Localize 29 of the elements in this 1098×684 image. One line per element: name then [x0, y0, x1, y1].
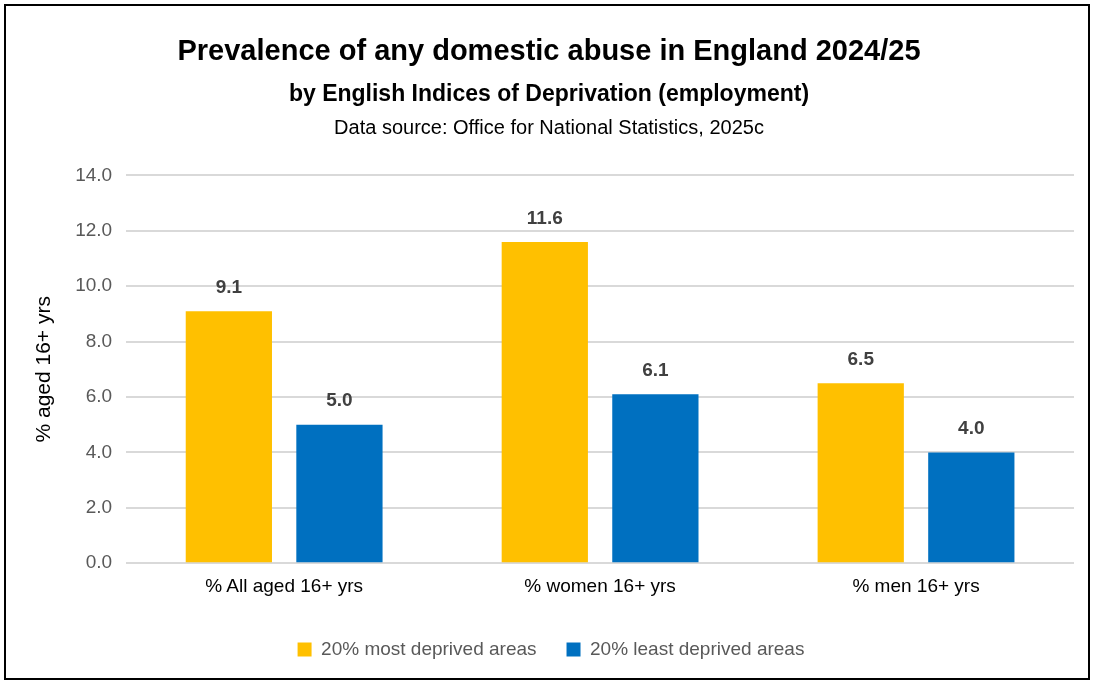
- bar: [185, 311, 272, 563]
- bar: [928, 452, 1015, 563]
- y-tick-label: 14.0: [75, 163, 113, 185]
- bar: [817, 383, 904, 563]
- bar: [296, 424, 383, 563]
- data-label: 6.5: [847, 347, 875, 369]
- data-label: 5.0: [326, 389, 353, 411]
- x-tick-label: % women 16+ yrs: [524, 574, 676, 596]
- chart-subtitle: by English Indices of Deprivation (employment): [287, 80, 811, 107]
- y-axis-title: % aged 16+ yrs: [31, 296, 55, 443]
- bar: [612, 394, 699, 563]
- y-tick-label: 6.0: [85, 385, 113, 407]
- y-tick-label: 10.0: [75, 274, 113, 296]
- y-tick-label: 4.0: [85, 440, 113, 462]
- legend-label: 20% most deprived areas: [321, 637, 537, 659]
- bar: [501, 241, 588, 563]
- data-label: 11.6: [526, 206, 563, 228]
- x-tick-label: % men 16+ yrs: [852, 574, 980, 596]
- y-tick-label: 12.0: [75, 219, 113, 241]
- y-tick-label: 0.0: [85, 551, 113, 573]
- y-tick-label: 2.0: [85, 496, 113, 518]
- data-label: 4.0: [958, 417, 985, 439]
- y-tick-label: 8.0: [85, 329, 113, 351]
- legend-label: 20% least deprived areas: [590, 637, 805, 659]
- data-label: 6.1: [642, 358, 670, 380]
- x-tick-label: % All aged 16+ yrs: [205, 574, 364, 596]
- source-note: Data source: Office for National Statistics, 2025c: [333, 116, 765, 139]
- data-label: 9.1: [215, 275, 243, 297]
- chart-title: Prevalence of any domestic abuse in England 2024/25: [176, 34, 922, 67]
